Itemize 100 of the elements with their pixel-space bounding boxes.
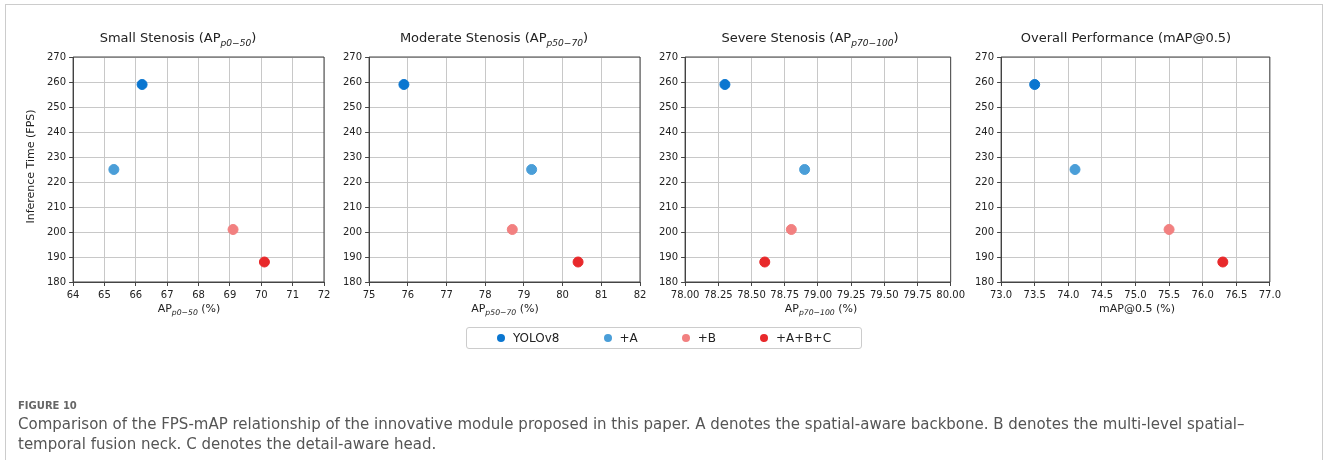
x-tick-label: 74.0: [1057, 288, 1080, 300]
y-tick-label: 240: [974, 125, 995, 137]
chart-title: Moderate Stenosis (AP$_{p50−70}$): [398, 30, 590, 48]
y-tick-label: 270: [974, 50, 995, 62]
x-tick-label: 79.25: [836, 288, 866, 300]
y-tick-label: 200: [46, 225, 67, 237]
x-tick-label: 66: [129, 288, 143, 300]
y-tick-label: 200: [974, 225, 995, 237]
chart-title: Overall Performance (mAP@0.5): [1019, 30, 1233, 45]
x-tick-label: 80: [556, 288, 569, 300]
y-tick-label: 230: [342, 150, 363, 162]
x-tick-label: 75.5: [1157, 288, 1181, 300]
x-tick-label: 79.75: [903, 288, 932, 300]
x-tick-label: 75.0: [1124, 288, 1147, 300]
point: [1217, 256, 1229, 268]
x-axis-title: AP$_{p0−50}$ (%): [156, 302, 222, 318]
point: [258, 256, 270, 268]
y-tick-label: 220: [658, 175, 679, 187]
text: Comparison of the FPS-mAP relationship of the innovative module proposed in this paper. A denotes the spatial-aware backbone. B denotes the multi-level spatial–temporal fusion neck. C denotes the detail-aware head.: [18, 414, 1246, 454]
point: [572, 256, 584, 268]
y-tick-label: 260: [46, 75, 67, 87]
legend-label: YOLOv8: [512, 331, 560, 345]
y-tick-label: 250: [46, 100, 67, 112]
point: [108, 164, 120, 175]
y-tick-label: 210: [974, 200, 995, 212]
x-tick-label: 73.5: [1023, 288, 1046, 300]
point: [398, 79, 410, 90]
y-tick-label: 220: [974, 175, 995, 187]
legend-label: +A+B+C: [776, 331, 832, 345]
x-tick-label: 77.0: [1258, 288, 1281, 300]
y-tick-label: 220: [342, 175, 363, 187]
y-tick-label: 230: [658, 150, 679, 162]
x-tick-label: 69: [223, 288, 237, 300]
x-tick-label: 78.50: [737, 288, 766, 300]
y-tick-label: 210: [342, 200, 363, 212]
y-tick-label: 260: [974, 75, 995, 87]
y-tick-label: 190: [342, 250, 363, 262]
point: [227, 224, 239, 235]
y-tick-label: 240: [46, 125, 67, 137]
x-tick-label: 70: [254, 288, 268, 300]
chart-title: Severe Stenosis (AP$_{p70−100}$): [720, 30, 900, 48]
x-tick-label: 78: [478, 288, 492, 300]
x-axis-title: AP$_{p50−70}$ (%): [470, 302, 540, 318]
point: [759, 256, 771, 268]
x-tick-label: 82: [633, 288, 647, 300]
x-axis-title: AP$_{p70−100}$ (%): [783, 302, 859, 318]
y-tick-label: 260: [658, 75, 679, 87]
y-tick-label: 190: [46, 250, 67, 262]
x-tick-label: 67: [160, 288, 174, 300]
x-tick-label: 72: [317, 288, 331, 300]
x-tick-label: 64: [66, 288, 80, 300]
point: [785, 224, 797, 235]
chart-title: Small Stenosis (AP$_{p0−50}$): [98, 30, 258, 48]
point: [1163, 224, 1175, 235]
x-tick-label: 75: [362, 288, 376, 300]
point: [719, 79, 731, 90]
point: [1029, 79, 1041, 90]
y-tick-label: 180: [658, 275, 679, 287]
x-tick-label: 73.0: [989, 288, 1013, 300]
y-axis-title: Inference Time (FPS): [23, 108, 37, 226]
y-tick-label: 180: [974, 275, 995, 287]
x-tick-label: 78.00: [670, 288, 700, 300]
y-tick-label: 190: [658, 250, 679, 262]
point: [526, 164, 538, 175]
x-tick-label: 74.5: [1090, 288, 1114, 300]
x-tick-label: 78.75: [770, 288, 800, 300]
y-tick-label: 230: [974, 150, 995, 162]
y-tick-label: 220: [46, 175, 67, 187]
x-tick-label: 76.0: [1191, 288, 1214, 300]
x-tick-label: 68: [192, 288, 205, 300]
caption: FIGURE 10: [18, 400, 78, 411]
x-tick-label: 81: [594, 288, 608, 300]
x-axis-title: mAP@0.5 (%): [1098, 302, 1176, 315]
y-tick-label: 250: [974, 100, 995, 112]
x-tick-label: 80.00: [936, 288, 966, 300]
x-tick-label: 79.00: [803, 288, 833, 300]
legend-label: +A: [619, 331, 638, 345]
y-tick-label: 270: [658, 50, 679, 62]
y-tick-label: 210: [46, 200, 67, 212]
point: [136, 79, 148, 90]
y-tick-label: 200: [658, 225, 679, 237]
y-tick-label: 250: [342, 100, 363, 112]
x-tick-label: 76.5: [1225, 288, 1248, 300]
x-tick-label: 77: [440, 288, 453, 300]
y-tick-label: 240: [342, 125, 363, 137]
y-tick-label: 190: [974, 250, 995, 262]
y-tick-label: 180: [342, 275, 363, 287]
point: [506, 224, 518, 235]
y-tick-label: 230: [46, 150, 67, 162]
y-tick-label: 240: [658, 125, 679, 137]
y-tick-label: 260: [342, 75, 363, 87]
y-tick-label: 270: [342, 50, 363, 62]
x-tick-label: 76: [401, 288, 415, 300]
y-tick-label: 210: [658, 200, 679, 212]
y-tick-label: 270: [46, 50, 67, 62]
x-tick-label: 78.25: [703, 288, 733, 300]
x-tick-label: 65: [98, 288, 111, 300]
point: [1069, 164, 1081, 175]
x-tick-label: 79: [517, 288, 531, 300]
point: [799, 164, 811, 175]
